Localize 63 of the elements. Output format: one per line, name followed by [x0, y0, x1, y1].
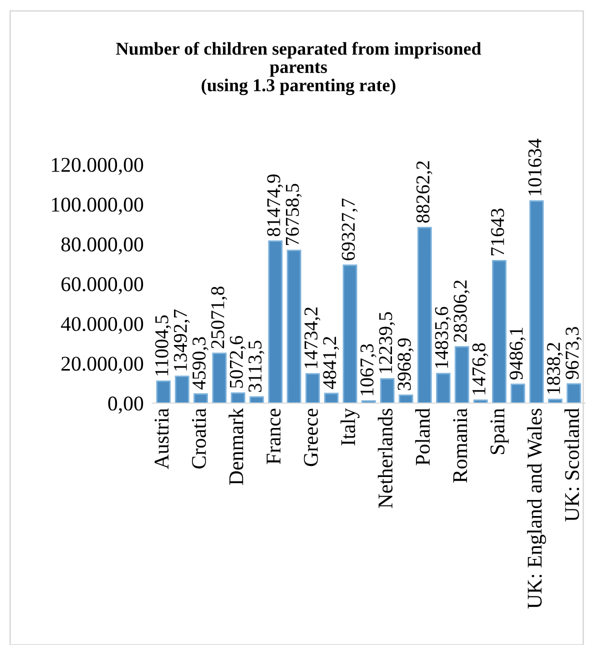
data-label: 1476,8	[472, 343, 488, 394]
bar	[268, 240, 283, 404]
data-label: 4841,2	[323, 336, 339, 389]
data-label: 11004,5	[155, 315, 172, 376]
data-label: 81474,9	[267, 174, 284, 236]
bar	[324, 392, 339, 404]
bar	[286, 250, 302, 404]
x-tick-label: Italy	[340, 408, 360, 446]
bar	[566, 383, 582, 404]
x-tick-label: Spain	[490, 408, 509, 454]
data-label: 5072,6	[230, 336, 246, 388]
x-tick-label: Netherlands	[378, 408, 393, 508]
data-label: 101634	[528, 138, 542, 196]
y-tick-label: 100.000,00	[52, 198, 144, 215]
x-tick-label: UK: Scotland	[564, 408, 580, 522]
data-label: 14734,2	[304, 308, 320, 368]
x-tick-label: France	[266, 408, 281, 464]
x-tick-label: Greece	[304, 408, 318, 466]
y-tick-label: 60.000,00	[61, 277, 144, 294]
bar	[529, 200, 544, 404]
data-label: 71643	[491, 208, 504, 256]
data-label: 28306,2	[454, 280, 470, 342]
bar	[454, 346, 470, 404]
bar	[212, 352, 227, 404]
bar	[510, 384, 526, 404]
chart-title: Number of children separated from imprisoned parents (using 1.3 parenting rate)	[116, 42, 482, 96]
data-label: 1838,2	[546, 342, 563, 394]
bar	[249, 396, 264, 404]
bar	[436, 372, 450, 404]
x-tick-label: UK: England and Wales	[527, 408, 546, 609]
data-label: 69327,7	[342, 198, 358, 260]
bar	[305, 373, 320, 404]
data-label: 76758,5	[286, 184, 302, 246]
data-label: 3968,9	[398, 338, 414, 390]
data-label: 88262,2	[416, 161, 432, 223]
data-label: 9486,1	[510, 328, 526, 380]
x-tick-label: Croatia	[192, 408, 206, 468]
data-label: 12239,5	[379, 312, 395, 373]
bar	[492, 260, 506, 404]
x-tick-label: Denmark	[228, 408, 244, 485]
y-tick-label: 80.000,00	[61, 237, 144, 254]
y-tick-label: 0,00	[108, 396, 144, 414]
y-tick-label: 120.000,00	[52, 158, 144, 175]
data-label: 9673,3	[566, 327, 582, 380]
bar	[174, 376, 190, 404]
bar	[417, 226, 432, 404]
data-label: 25071,8	[211, 286, 228, 348]
bar	[380, 378, 395, 404]
bar	[156, 380, 171, 404]
bar	[230, 392, 246, 404]
data-label: 13492,7	[174, 309, 190, 370]
data-label: 1067,3	[360, 344, 376, 396]
data-label: 4590,3	[192, 337, 208, 390]
y-tick-label: 20.000,00	[61, 356, 144, 374]
y-tick-label: 40.000,00	[60, 316, 144, 334]
x-tick-label: Austria	[154, 408, 169, 470]
x-tick-label: Poland	[415, 408, 430, 466]
data-label: 3113,5	[248, 340, 264, 392]
x-tick-label: Romania	[453, 408, 468, 483]
data-label: 14835,6	[435, 306, 451, 368]
bar	[342, 264, 358, 404]
bar	[194, 393, 208, 404]
bar	[398, 394, 414, 404]
